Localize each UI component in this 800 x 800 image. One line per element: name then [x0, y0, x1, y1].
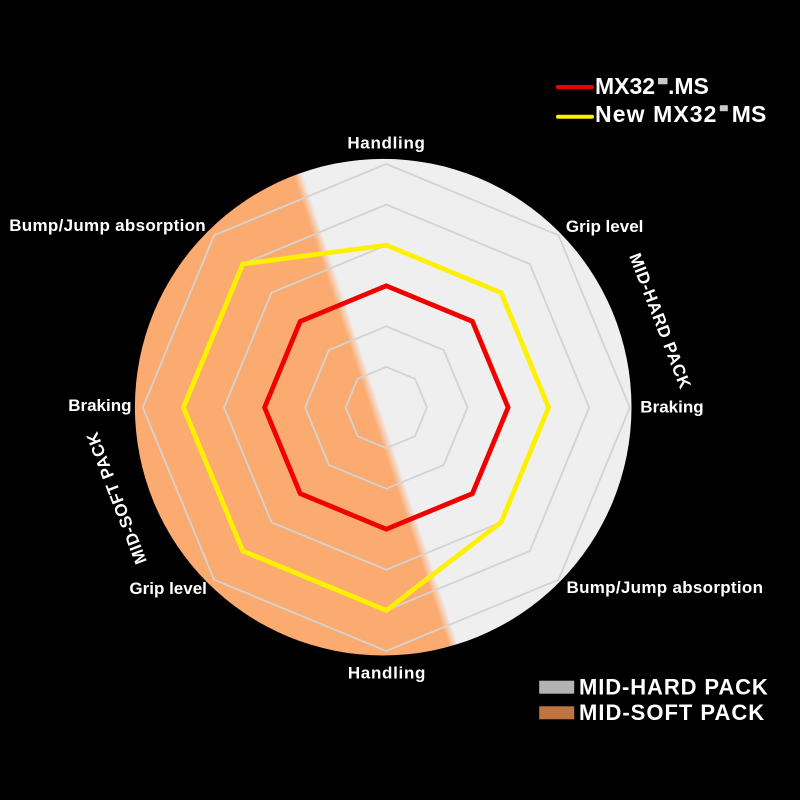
svg-text:Grip level: Grip level [566, 217, 643, 236]
svg-text:Grip level: Grip level [129, 579, 206, 598]
svg-text:Handling: Handling [347, 133, 425, 152]
svg-text:MID-SOFT PACK: MID-SOFT PACK [579, 700, 765, 725]
svg-text:Bump/Jump absorption: Bump/Jump absorption [567, 578, 764, 597]
svg-text:MS: MS [732, 101, 767, 127]
svg-text:MX32: MX32 [595, 73, 655, 99]
svg-text:Bump/Jump absorption: Bump/Jump absorption [9, 216, 206, 235]
svg-text:.MS: .MS [668, 73, 709, 99]
svg-text:New MX32: New MX32 [595, 101, 718, 127]
svg-text:Braking: Braking [68, 396, 131, 415]
svg-text:Braking: Braking [640, 397, 703, 416]
svg-text:MID-HARD PACK: MID-HARD PACK [579, 674, 769, 699]
svg-text:Handling: Handling [348, 663, 426, 682]
